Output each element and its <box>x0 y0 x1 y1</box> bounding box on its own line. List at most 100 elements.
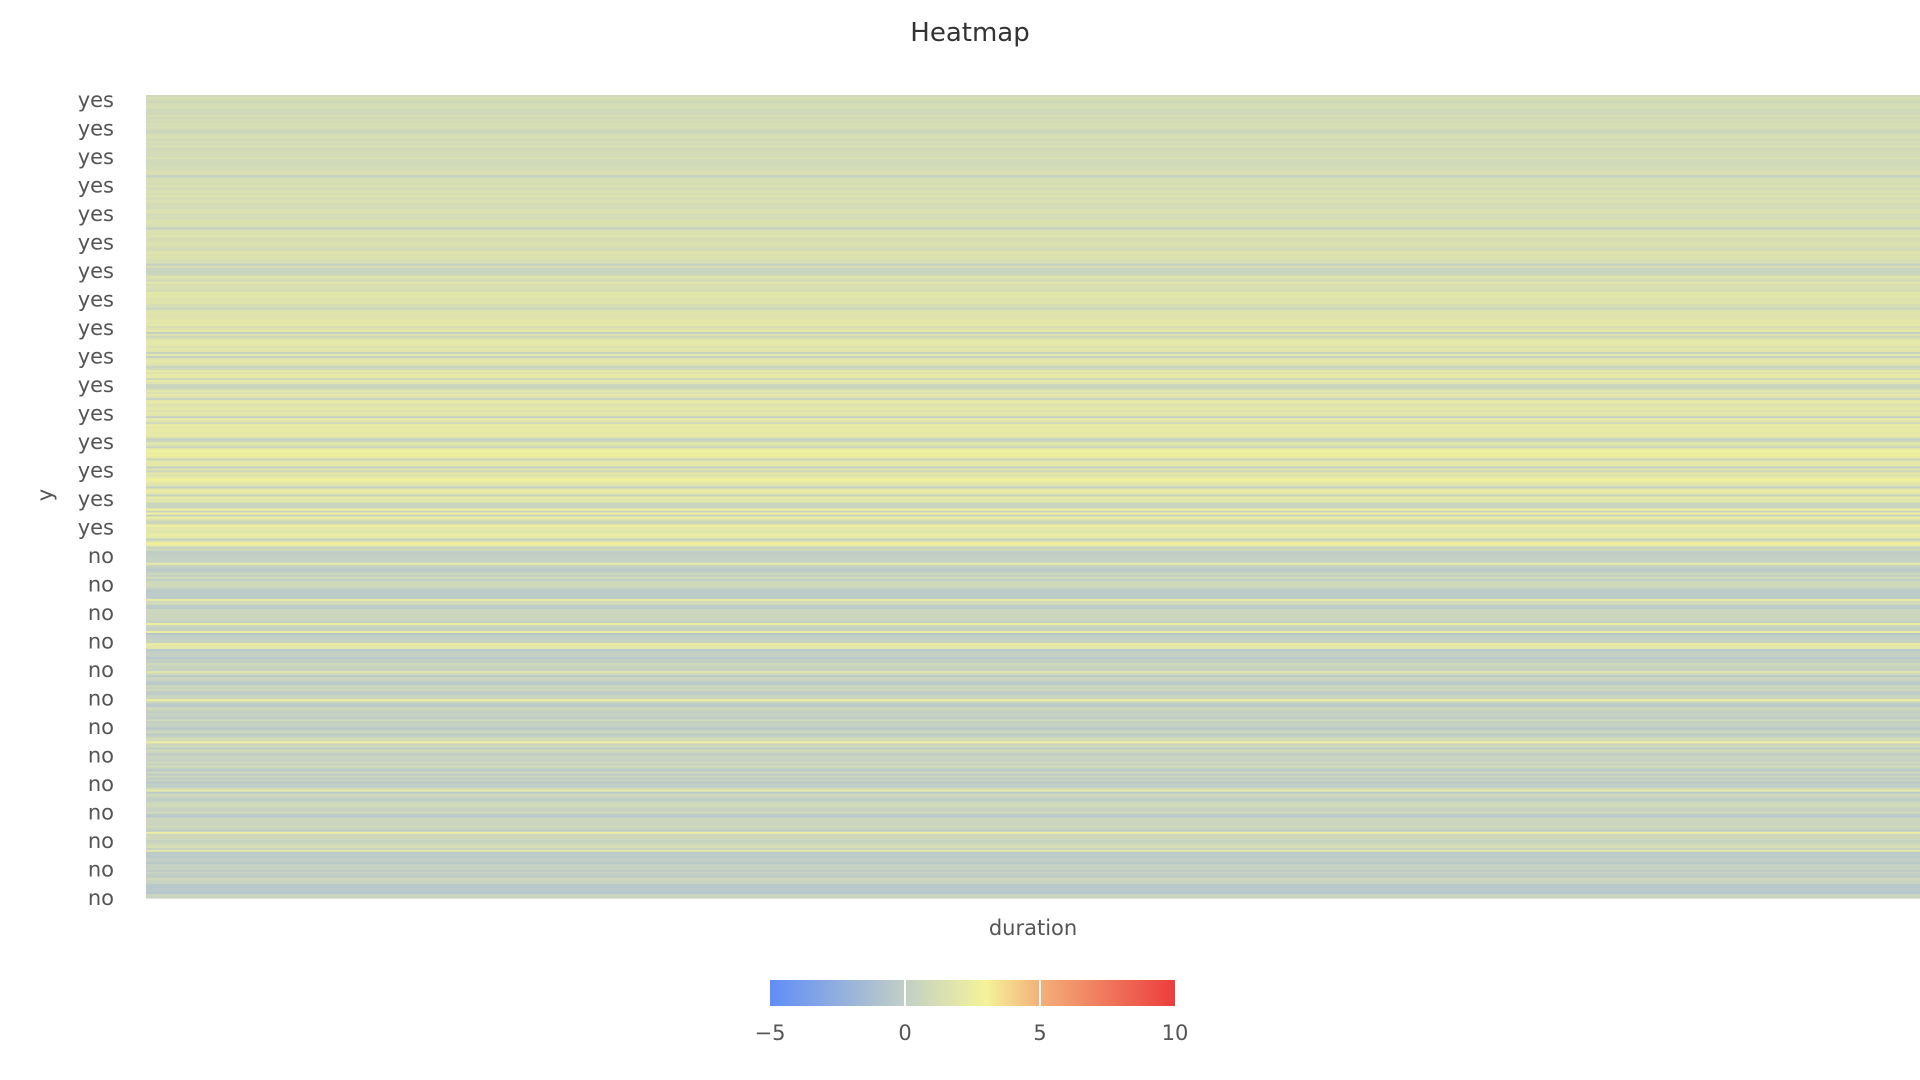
heatmap-cell <box>146 831 1920 835</box>
heatmap-cell <box>146 845 1920 849</box>
heatmap-cell <box>146 97 1920 100</box>
heatmap-cell <box>146 600 1920 604</box>
heatmap-cell <box>146 382 1920 385</box>
heatmap-cell <box>146 701 1920 704</box>
heatmap-cell <box>146 446 1920 449</box>
heatmap-cell <box>146 237 1920 241</box>
heatmap-cell <box>146 781 1920 785</box>
heatmap-cell <box>146 733 1920 736</box>
heatmap-cell <box>146 213 1920 217</box>
y-tick-label: yes <box>78 487 114 511</box>
heatmap-cell <box>146 390 1920 393</box>
heatmap-cell <box>146 197 1920 200</box>
y-tick-label: yes <box>78 231 114 255</box>
heatmap-cell <box>146 815 1920 819</box>
heatmap-cell <box>146 500 1920 504</box>
heatmap-cell <box>146 183 1920 186</box>
heatmap-cell <box>146 671 1920 674</box>
heatmap-cell <box>146 478 1920 482</box>
heatmap-cell <box>146 669 1920 672</box>
heatmap-cell <box>146 639 1920 642</box>
y-tick-label: yes <box>78 373 114 397</box>
heatmap-cell <box>146 335 1920 339</box>
heatmap-cell <box>146 203 1920 207</box>
heatmap-cell <box>146 875 1920 879</box>
heatmap-cell <box>146 554 1920 558</box>
y-tick-label: yes <box>78 516 114 540</box>
heatmap-cell <box>146 297 1920 301</box>
heatmap-cell <box>146 633 1920 636</box>
heatmap-cell <box>146 157 1920 160</box>
heatmap-cell <box>146 362 1920 365</box>
heatmap-cell <box>146 420 1920 423</box>
y-tick-label: no <box>88 886 114 910</box>
heatmap-cell <box>146 715 1920 718</box>
heatmap-cell <box>146 807 1920 811</box>
heatmap-cell <box>146 785 1920 789</box>
heatmap-cell <box>146 524 1920 528</box>
heatmap-cell <box>146 187 1920 190</box>
heatmap-cell <box>146 181 1920 184</box>
heatmap-cell <box>146 325 1920 329</box>
heatmap-cell <box>146 366 1920 369</box>
heatmap-cell <box>146 879 1920 883</box>
heatmap-cell <box>146 143 1920 146</box>
heatmap-cell <box>146 137 1920 140</box>
heatmap-cell <box>146 727 1920 730</box>
heatmap-cell <box>146 357 1920 361</box>
heatmap-cell <box>146 241 1920 245</box>
heatmap-cell <box>146 251 1920 255</box>
heatmap-cell <box>146 793 1920 797</box>
heatmap-cell <box>146 789 1920 793</box>
y-tick-label: no <box>88 544 114 568</box>
heatmap-cell <box>146 456 1920 459</box>
heatmap-cells <box>146 95 1920 899</box>
heatmap-cell <box>146 109 1920 112</box>
heatmap-cell <box>146 215 1920 219</box>
heatmap-cell <box>146 851 1920 855</box>
heatmap-cell <box>146 161 1920 164</box>
heatmap-cell <box>146 618 1920 622</box>
heatmap-cell <box>146 626 1920 630</box>
heatmap-cell <box>146 255 1920 259</box>
heatmap-cell <box>146 111 1920 114</box>
heatmap-cell <box>146 677 1920 680</box>
heatmap-cell <box>146 665 1920 668</box>
heatmap-cell <box>146 883 1920 887</box>
heatmap-cell <box>146 147 1920 150</box>
heatmap-cell <box>146 839 1920 843</box>
heatmap-cell <box>146 853 1920 857</box>
heatmap-cell <box>146 610 1920 614</box>
heatmap-cell <box>146 769 1920 773</box>
heatmap-cell <box>146 855 1920 859</box>
y-tick-label: no <box>88 744 114 768</box>
heatmap-cell <box>146 227 1920 231</box>
heatmap-cell <box>146 416 1920 419</box>
heatmap-cell <box>146 604 1920 608</box>
heatmap-cell <box>146 221 1920 225</box>
heatmap-cell <box>146 713 1920 716</box>
heatmap-cell <box>146 885 1920 889</box>
heatmap-cell <box>146 253 1920 257</box>
y-tick-label: no <box>88 801 114 825</box>
heatmap-cell <box>146 867 1920 871</box>
heatmap-cell <box>146 223 1920 227</box>
heatmap-cell <box>146 436 1920 439</box>
heatmap-cell <box>146 751 1920 755</box>
heatmap-cell <box>146 343 1920 347</box>
heatmap-cell <box>146 717 1920 720</box>
heatmap-cell <box>146 881 1920 885</box>
heatmap-cell <box>146 448 1920 451</box>
heatmap-cell <box>146 843 1920 847</box>
heatmap-cell <box>146 263 1920 267</box>
y-tick-label: yes <box>78 430 114 454</box>
heatmap-cell <box>146 729 1920 732</box>
heatmap-cell <box>146 105 1920 108</box>
heatmap-cell <box>146 163 1920 166</box>
heatmap-cell <box>146 299 1920 303</box>
heatmap-cell <box>146 193 1920 196</box>
heatmap-cell <box>146 889 1920 893</box>
heatmap-cell <box>146 602 1920 606</box>
heatmap-cell <box>146 723 1920 726</box>
